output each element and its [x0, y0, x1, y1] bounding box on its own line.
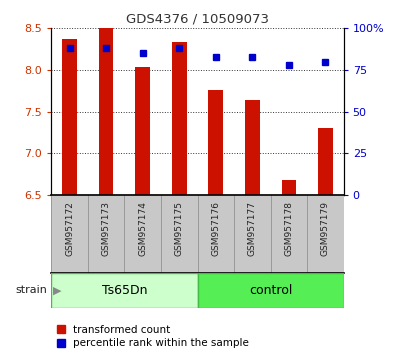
Text: GSM957176: GSM957176: [211, 201, 220, 256]
Text: GSM957172: GSM957172: [65, 201, 74, 256]
Bar: [318, 128, 333, 195]
Bar: [51, 273, 198, 308]
Text: GSM957177: GSM957177: [248, 201, 257, 256]
Text: GSM957174: GSM957174: [138, 201, 147, 256]
Text: GSM957178: GSM957178: [284, 201, 293, 256]
Title: GDS4376 / 10509073: GDS4376 / 10509073: [126, 13, 269, 26]
Text: control: control: [249, 284, 292, 297]
Text: GSM957179: GSM957179: [321, 201, 330, 256]
Bar: [172, 42, 186, 195]
Legend: transformed count, percentile rank within the sample: transformed count, percentile rank withi…: [53, 321, 254, 352]
Bar: [62, 39, 77, 195]
Text: GSM957175: GSM957175: [175, 201, 184, 256]
Text: GSM957173: GSM957173: [102, 201, 111, 256]
Text: Ts65Dn: Ts65Dn: [102, 284, 147, 297]
Bar: [99, 28, 113, 195]
Text: ▶: ▶: [53, 285, 62, 295]
Bar: [282, 180, 296, 195]
Bar: [135, 67, 150, 195]
Text: strain: strain: [15, 285, 47, 295]
Bar: [209, 90, 223, 195]
Bar: [245, 100, 260, 195]
Bar: [198, 273, 344, 308]
